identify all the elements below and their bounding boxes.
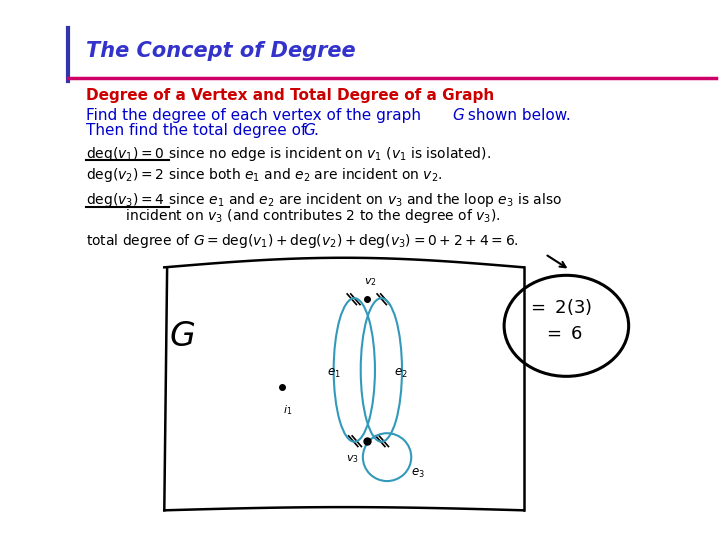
Text: $e_3$: $e_3$ [411,467,425,480]
Text: .: . [314,123,319,138]
Text: $e_2$: $e_2$ [395,367,408,380]
Text: G: G [303,123,315,138]
Text: $G$: $G$ [169,320,195,353]
Text: incident on $v_3$ (and contributes 2 to the degree of $v_3$).: incident on $v_3$ (and contributes 2 to … [86,207,500,225]
Text: G: G [452,109,464,123]
Text: total degree of $G = \mathrm{deg}(v_1) + \mathrm{deg}(v_2) + \mathrm{deg}(v_3) =: total degree of $G = \mathrm{deg}(v_1) +… [86,232,518,250]
Text: $v_3$: $v_3$ [346,453,359,465]
Text: Then find the total degree of: Then find the total degree of [86,123,311,138]
Text: Degree of a Vertex and Total Degree of a Graph: Degree of a Vertex and Total Degree of a… [86,88,494,103]
Text: The Concept of Degree: The Concept of Degree [86,41,356,61]
Text: $\mathrm{deg}(v_1) = 0$ since no edge is incident on $v_1$ ($v_1$ is isolated).: $\mathrm{deg}(v_1) = 0$ since no edge is… [86,145,491,163]
Text: $v_2$: $v_2$ [364,276,377,287]
Text: $= \ 6$: $= \ 6$ [543,325,583,343]
Text: Find the degree of each vertex of the graph: Find the degree of each vertex of the gr… [86,109,426,123]
Text: $= \ 2(3)$: $= \ 2(3)$ [526,297,592,317]
Text: $\mathrm{deg}(v_3) = 4$ since $e_1$ and $e_2$ are incident on $v_3$ and the loop: $\mathrm{deg}(v_3) = 4$ since $e_1$ and … [86,191,562,209]
Text: $e_1$: $e_1$ [327,367,341,380]
Text: shown below.: shown below. [463,109,571,123]
Text: $i_1$: $i_1$ [283,403,292,417]
Text: $\mathrm{deg}(v_2) = 2$ since both $e_1$ and $e_2$ are incident on $v_2$.: $\mathrm{deg}(v_2) = 2$ since both $e_1$… [86,166,443,184]
